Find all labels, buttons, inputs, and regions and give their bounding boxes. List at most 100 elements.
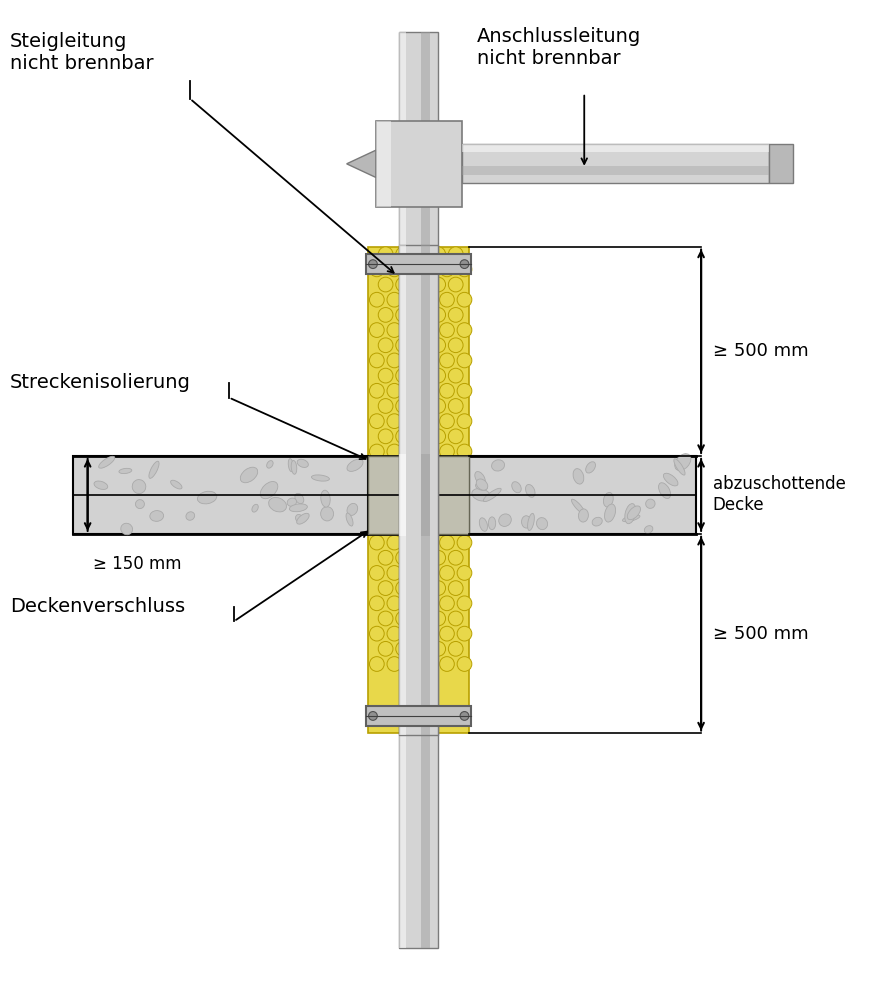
- Circle shape: [396, 277, 411, 292]
- Circle shape: [405, 474, 419, 489]
- Circle shape: [422, 657, 437, 672]
- Circle shape: [370, 535, 385, 550]
- Circle shape: [457, 323, 472, 338]
- Bar: [420, 454, 431, 536]
- Ellipse shape: [269, 498, 287, 512]
- Circle shape: [439, 596, 454, 611]
- Circle shape: [422, 444, 437, 459]
- Circle shape: [396, 338, 411, 353]
- Circle shape: [457, 383, 472, 398]
- Ellipse shape: [623, 515, 640, 521]
- Ellipse shape: [119, 468, 132, 473]
- Bar: [399, 32, 406, 948]
- Circle shape: [413, 399, 428, 413]
- Circle shape: [457, 444, 472, 459]
- Bar: [399, 245, 439, 736]
- Circle shape: [439, 354, 454, 368]
- Circle shape: [431, 368, 446, 383]
- Circle shape: [396, 520, 411, 535]
- Ellipse shape: [488, 517, 495, 529]
- Circle shape: [431, 580, 446, 595]
- Circle shape: [422, 535, 437, 550]
- Circle shape: [431, 307, 446, 322]
- Ellipse shape: [297, 460, 309, 467]
- Ellipse shape: [644, 525, 653, 533]
- Circle shape: [370, 354, 385, 368]
- Circle shape: [396, 580, 411, 595]
- Ellipse shape: [135, 500, 145, 509]
- Circle shape: [405, 413, 419, 428]
- Circle shape: [448, 338, 463, 353]
- Text: Steigleitung
nicht brennbar: Steigleitung nicht brennbar: [10, 32, 153, 74]
- Bar: [420, 245, 431, 736]
- Ellipse shape: [291, 461, 296, 474]
- Ellipse shape: [526, 484, 535, 497]
- Ellipse shape: [664, 473, 678, 486]
- Circle shape: [405, 262, 419, 277]
- Ellipse shape: [586, 462, 596, 473]
- Circle shape: [457, 596, 472, 611]
- Circle shape: [448, 429, 463, 444]
- Circle shape: [405, 383, 419, 398]
- Circle shape: [413, 429, 428, 444]
- Circle shape: [370, 413, 385, 428]
- Circle shape: [422, 262, 437, 277]
- Circle shape: [405, 657, 419, 672]
- Circle shape: [422, 354, 437, 368]
- Circle shape: [396, 429, 411, 444]
- Circle shape: [387, 323, 402, 338]
- Circle shape: [439, 413, 454, 428]
- Ellipse shape: [480, 518, 487, 531]
- Circle shape: [439, 474, 454, 489]
- Circle shape: [439, 323, 454, 338]
- Ellipse shape: [571, 499, 585, 514]
- Ellipse shape: [475, 471, 486, 485]
- Circle shape: [431, 550, 446, 565]
- Circle shape: [448, 520, 463, 535]
- Ellipse shape: [592, 518, 603, 526]
- Circle shape: [370, 262, 385, 277]
- Circle shape: [387, 262, 402, 277]
- Circle shape: [378, 307, 393, 322]
- Ellipse shape: [492, 460, 505, 471]
- Circle shape: [457, 413, 472, 428]
- Circle shape: [457, 474, 472, 489]
- Circle shape: [439, 383, 454, 398]
- Circle shape: [448, 550, 463, 565]
- Circle shape: [378, 338, 393, 353]
- Circle shape: [413, 490, 428, 505]
- Circle shape: [413, 338, 428, 353]
- Circle shape: [387, 474, 402, 489]
- Ellipse shape: [624, 504, 636, 523]
- Circle shape: [413, 307, 428, 322]
- Ellipse shape: [346, 513, 353, 526]
- Circle shape: [378, 580, 393, 595]
- Ellipse shape: [296, 514, 310, 524]
- Ellipse shape: [197, 491, 217, 504]
- Circle shape: [413, 368, 428, 383]
- Text: ≥ 500 mm: ≥ 500 mm: [712, 625, 808, 642]
- Circle shape: [405, 323, 419, 338]
- Circle shape: [422, 596, 437, 611]
- Circle shape: [431, 611, 446, 626]
- Ellipse shape: [675, 454, 691, 470]
- Circle shape: [370, 566, 385, 580]
- Bar: [469, 456, 696, 534]
- Text: abzuschottende
Decke: abzuschottende Decke: [712, 475, 846, 515]
- Circle shape: [439, 505, 454, 519]
- Ellipse shape: [512, 482, 521, 493]
- Circle shape: [369, 259, 378, 268]
- Bar: [420, 32, 431, 948]
- Bar: [376, 121, 391, 206]
- Circle shape: [396, 246, 411, 261]
- Circle shape: [457, 293, 472, 307]
- Circle shape: [422, 474, 437, 489]
- Circle shape: [439, 262, 454, 277]
- Circle shape: [439, 444, 454, 459]
- Bar: [366, 254, 471, 274]
- Ellipse shape: [536, 518, 548, 529]
- Bar: [461, 166, 769, 175]
- Circle shape: [396, 611, 411, 626]
- Circle shape: [431, 429, 446, 444]
- Circle shape: [387, 566, 402, 580]
